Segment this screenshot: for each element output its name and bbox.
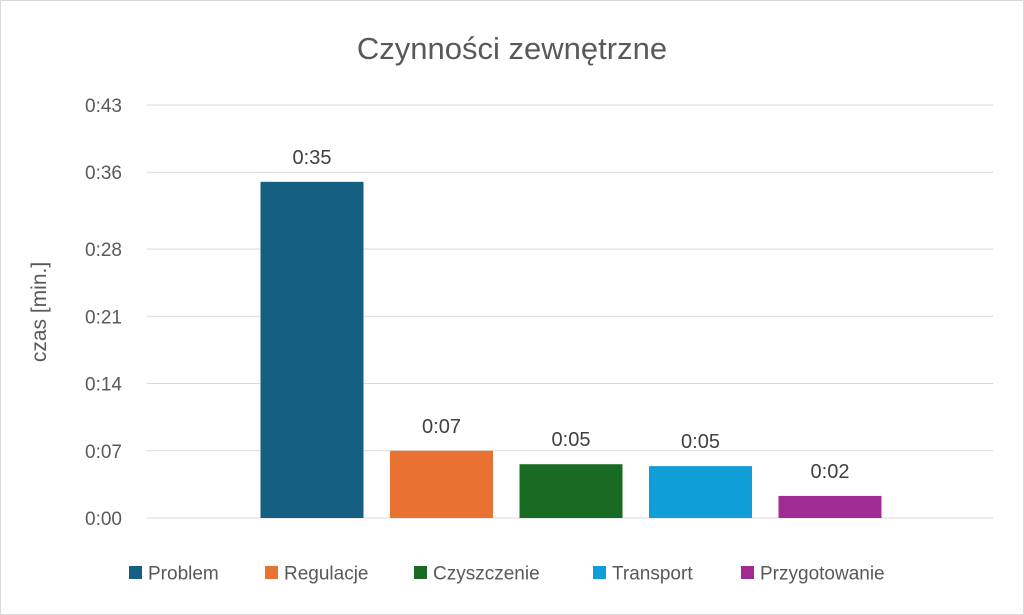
legend-swatch: [741, 566, 754, 579]
data-label-czyszczenie: 0:05: [552, 429, 591, 451]
data-label-problem: 0:35: [293, 147, 332, 169]
legend-swatch: [593, 566, 606, 579]
legend-swatch: [129, 566, 142, 579]
bar-przygotowanie: [778, 495, 882, 518]
y-tick-label: 0:00: [85, 509, 122, 530]
legend-label-problem: Problem: [148, 564, 219, 585]
data-label-transport: 0:05: [681, 431, 720, 453]
bars: [260, 181, 882, 518]
y-tick-label: 0:07: [85, 442, 122, 463]
legend: Problem Regulacje Czyszczenie Transport Przy…: [129, 564, 885, 585]
data-label-przygotowanie: 0:02: [811, 461, 850, 483]
bar-regulacje: [390, 450, 493, 518]
data-label-regulacje: 0:07: [422, 416, 461, 438]
data-labels: 0:35 0:07 0:05 0:05 0:02: [293, 147, 850, 483]
legend-label-transport: Transport: [612, 564, 693, 585]
chart-title: Czynności zewnętrzne: [357, 31, 667, 66]
bar-czyszczenie: [519, 464, 623, 518]
y-axis-ticks: 0:00 0:07 0:14 0:21 0:28 0:36 0:43: [85, 96, 122, 530]
bar-problem: [260, 181, 364, 518]
legend-label-regulacje: Regulacje: [284, 564, 369, 585]
bar-transport: [649, 466, 752, 518]
y-tick-label: 0:14: [85, 375, 122, 396]
y-tick-label: 0:21: [85, 307, 122, 328]
legend-swatch: [414, 566, 427, 579]
legend-label-czyszczenie: Czyszczenie: [433, 564, 540, 585]
legend-swatch: [265, 566, 278, 579]
y-tick-label: 0:28: [85, 240, 122, 261]
legend-label-przygotowanie: Przygotowanie: [760, 564, 885, 585]
y-axis-label: czas [min.]: [28, 262, 51, 362]
y-tick-label: 0:43: [85, 96, 122, 117]
y-tick-label: 0:36: [85, 163, 122, 184]
